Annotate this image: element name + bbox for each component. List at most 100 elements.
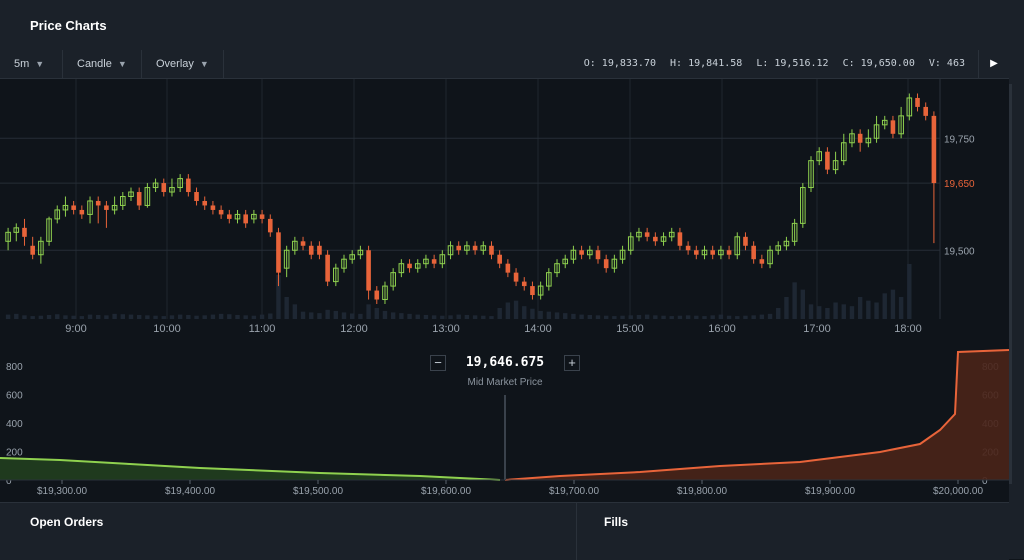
candle-body [177, 178, 183, 189]
depth-y-label-left: 600 [6, 391, 23, 402]
volume-bar [292, 304, 298, 319]
interval-dropdown[interactable]: 5m ▼ [0, 50, 63, 78]
candle-body [530, 286, 535, 296]
candle-body [259, 214, 265, 219]
volume-bar [186, 314, 191, 319]
volume-bar [661, 315, 666, 319]
volume-bar [792, 282, 797, 319]
volume-bar [644, 314, 650, 319]
candle-body [38, 240, 44, 256]
volume-bar [825, 308, 830, 319]
volume-bar [399, 313, 404, 319]
volume-bar [587, 314, 592, 319]
candlestick-chart[interactable]: 9:00 10:00 11:00 12:00 13:00 14:00 15:00 16:00 1… [0, 79, 1009, 339]
volume-bar [63, 315, 68, 319]
volume-bar [251, 315, 257, 319]
volume-bar [169, 315, 175, 319]
candle-body [898, 115, 904, 135]
volume-bar [735, 316, 740, 319]
play-button[interactable]: ▶ [978, 50, 1009, 78]
candle-body [464, 245, 470, 251]
right-scroll-strip [1009, 0, 1024, 559]
chart-type-dropdown[interactable]: Candle ▼ [63, 50, 142, 78]
time-tick-label: 12:00 [340, 323, 368, 335]
candle-body [808, 160, 814, 189]
volume-bar [726, 315, 732, 319]
candle-body [775, 245, 782, 251]
scrollbar[interactable] [1009, 84, 1012, 484]
volume-bar [481, 315, 486, 319]
candle-body [890, 120, 896, 134]
overlay-dropdown[interactable]: Overlay ▼ [142, 50, 224, 78]
depth-svg: 80080060060040040020020000$19,300.00$19,… [0, 349, 1010, 497]
candle-body [791, 222, 798, 242]
volume-bar [350, 313, 355, 319]
mid-market-price: 19,646.675 [465, 355, 545, 370]
depth-x-label: $19,500.00 [293, 486, 343, 497]
volume-bar [890, 289, 896, 319]
candle-body [586, 249, 593, 256]
chart-toolbar: 5m ▼ Candle ▼ Overlay ▼ O: 19,833.70 H: 19,… [0, 50, 1009, 79]
candle-body [579, 250, 584, 255]
volume-bar [907, 264, 912, 319]
volume-bar [235, 314, 240, 319]
depth-x-label: $19,400.00 [165, 486, 215, 497]
panel-divider [576, 503, 577, 560]
candle-body [210, 205, 216, 210]
volume-bar [882, 293, 887, 319]
candle-body [283, 249, 290, 269]
volume-bar [579, 314, 584, 319]
volume-bar [554, 312, 560, 319]
candle-body [562, 258, 569, 265]
candle-body [431, 259, 437, 264]
depth-x-label: $19,900.00 [805, 486, 855, 497]
volume-bar [210, 314, 216, 319]
depth-y-label-left: 400 [6, 419, 23, 430]
volume-bar [153, 315, 158, 319]
volume-bar [505, 302, 511, 319]
fills-title[interactable]: Fills [604, 515, 629, 529]
candle-body [685, 245, 691, 251]
chevron-down-icon: ▼ [35, 59, 45, 69]
volume-bar [710, 315, 715, 319]
volume-bar [46, 314, 52, 319]
candle-body [832, 160, 839, 171]
candle-body [111, 204, 118, 211]
chart-type-label: Candle [77, 58, 112, 70]
volume-bar [390, 312, 396, 319]
candle-body [923, 106, 929, 116]
candle-body [881, 119, 888, 126]
volume-bar [448, 315, 453, 319]
zoom-in-button[interactable]: + [564, 355, 580, 371]
volume-bar [366, 304, 371, 319]
depth-x-label: $20,000.00 [933, 486, 983, 497]
volume-bar [472, 315, 478, 319]
depth-chart[interactable]: 80080060060040040020020000$19,300.00$19,… [0, 340, 1010, 500]
depth-y-label-right: 0 [982, 476, 988, 487]
time-tick-label: 9:00 [65, 323, 86, 335]
candle-body [636, 231, 642, 238]
zoom-out-button[interactable]: − [430, 355, 446, 371]
candle-body [694, 250, 699, 255]
volume-bar [563, 313, 568, 319]
volume-bar [784, 297, 789, 319]
candle-body [619, 249, 626, 260]
volume-bar [202, 315, 207, 319]
volume-bar [407, 313, 412, 319]
volume-bar [128, 314, 134, 319]
volume-bar [325, 309, 330, 319]
open-orders-title[interactable]: Open Orders [30, 515, 104, 529]
volume-bar [538, 310, 543, 319]
interval-label: 5m [14, 58, 30, 70]
volume-bar [284, 297, 289, 319]
volume-bar [112, 313, 117, 319]
candle-body [267, 218, 273, 233]
ohlc-low: L: 19,516.12 [756, 58, 829, 69]
candle-body [186, 178, 191, 193]
candle-body [767, 249, 773, 265]
volume-bar [767, 313, 773, 319]
candle-body [710, 250, 715, 255]
ask-area [505, 350, 1009, 480]
volume-bar [22, 315, 27, 319]
depth-y-label-left: 200 [6, 448, 23, 459]
